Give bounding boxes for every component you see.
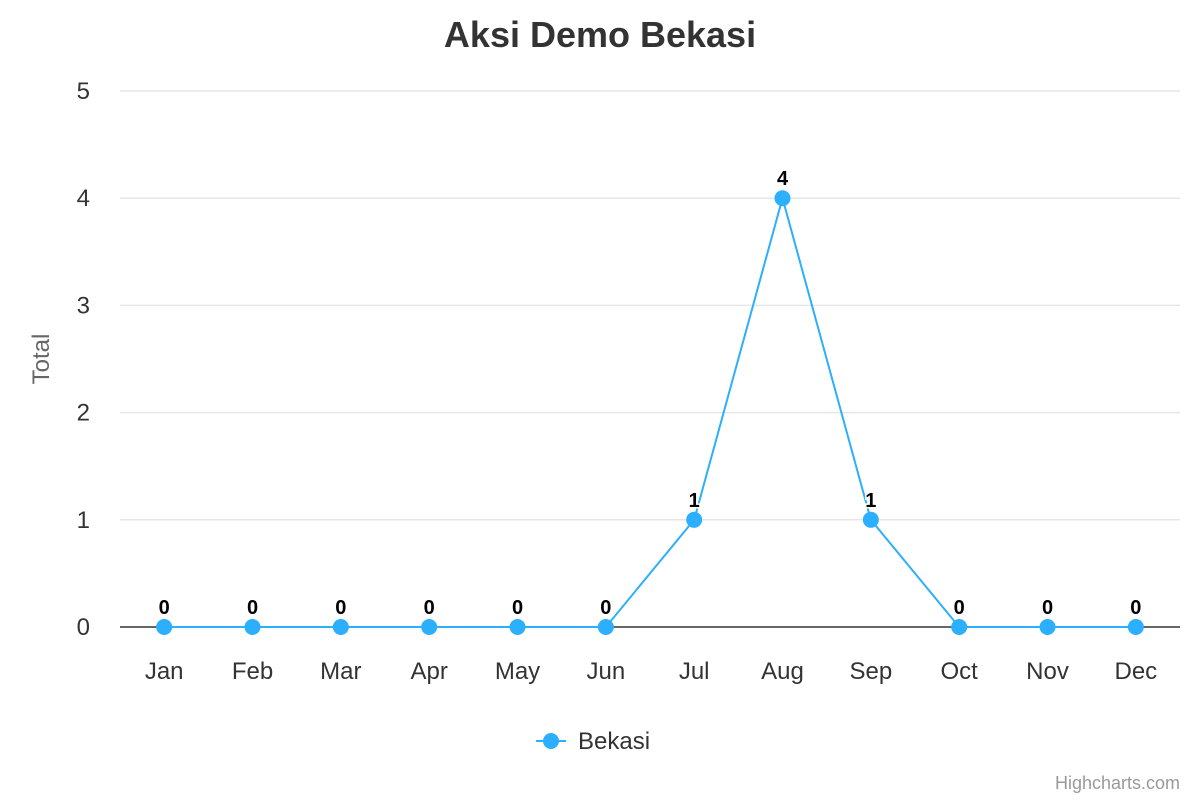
x-tick-label: Jan bbox=[145, 658, 184, 685]
x-tick-label: Jun bbox=[586, 658, 625, 685]
legend-item-label[interactable]: Bekasi bbox=[578, 728, 650, 755]
x-tick-label: Oct bbox=[940, 658, 978, 685]
data-label: 0 bbox=[512, 597, 523, 619]
y-axis-title: Total bbox=[28, 334, 55, 385]
data-point bbox=[244, 619, 261, 635]
y-tick-label: 0 bbox=[77, 614, 90, 641]
data-point bbox=[1127, 619, 1144, 635]
x-tick-label: Feb bbox=[232, 658, 273, 685]
data-label: 0 bbox=[159, 597, 170, 619]
x-tick-label: May bbox=[495, 658, 540, 685]
x-tick-label: Aug bbox=[761, 658, 804, 685]
data-point bbox=[332, 619, 349, 635]
data-label: 0 bbox=[424, 597, 435, 619]
data-point bbox=[686, 511, 703, 528]
x-tick-label: Mar bbox=[320, 658, 361, 685]
x-tick-label: Sep bbox=[849, 658, 892, 685]
x-tick-label: Apr bbox=[410, 658, 447, 685]
data-point bbox=[1039, 619, 1056, 635]
data-label: 0 bbox=[954, 597, 965, 619]
data-point bbox=[509, 619, 526, 635]
y-tick-label: 4 bbox=[77, 185, 90, 212]
data-label: 1 bbox=[865, 490, 876, 512]
credits-link[interactable]: Highcharts.com bbox=[1054, 773, 1180, 793]
data-label: 0 bbox=[1042, 597, 1053, 619]
data-point bbox=[421, 619, 438, 635]
y-tick-label: 2 bbox=[77, 400, 90, 427]
data-point bbox=[597, 619, 614, 635]
x-tick-label: Dec bbox=[1114, 658, 1157, 685]
chart-title: Aksi Demo Bekasi bbox=[443, 14, 757, 55]
y-tick-label: 5 bbox=[77, 78, 90, 105]
x-tick-label: Jul bbox=[679, 658, 710, 685]
data-label: 0 bbox=[600, 597, 611, 619]
y-tick-label: 3 bbox=[77, 292, 90, 319]
y-tick-label: 1 bbox=[77, 507, 90, 534]
data-point bbox=[951, 619, 968, 635]
data-label: 1 bbox=[689, 490, 700, 512]
data-point bbox=[156, 619, 173, 635]
data-label: 0 bbox=[1130, 597, 1141, 619]
data-label: 0 bbox=[247, 597, 258, 619]
legend-marker-icon bbox=[543, 733, 559, 749]
series-line bbox=[164, 194, 1136, 628]
data-label: 4 bbox=[777, 168, 789, 190]
data-point bbox=[862, 511, 879, 528]
x-tick-label: Nov bbox=[1026, 658, 1069, 685]
data-label: 0 bbox=[335, 597, 346, 619]
data-point bbox=[774, 190, 791, 207]
